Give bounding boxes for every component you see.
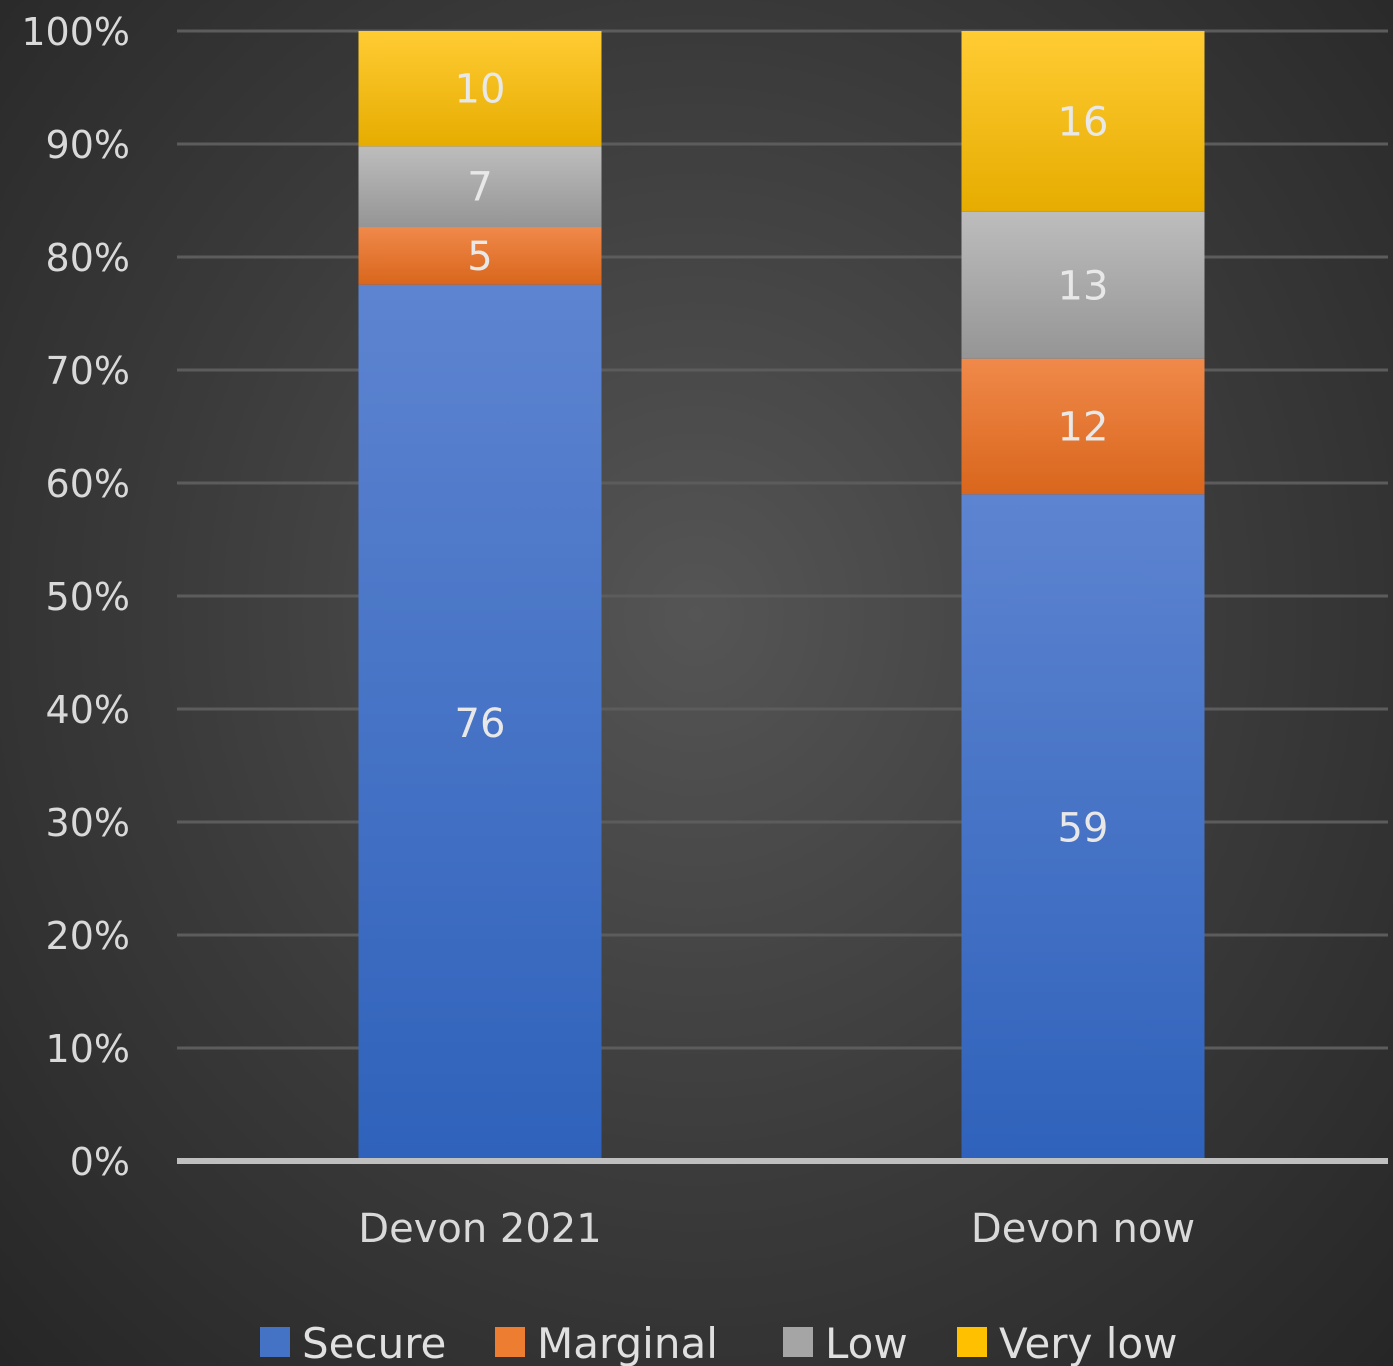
legend-label-low: Low [825,1319,908,1366]
data-label: 76 [455,701,506,747]
legend-label-very-low: Very low [999,1319,1178,1366]
y-tick-label: 0% [70,1140,130,1184]
data-label: 12 [1058,405,1109,451]
legend-swatch-very-low [957,1327,987,1357]
x-axis: Devon 2021 Devon now [177,1158,1388,1252]
bar-low [358,146,602,228]
y-tick-label: 90% [46,123,130,167]
x-category-label: Devon 2021 [358,1206,601,1252]
bar-very-low [358,31,602,147]
bars [358,31,1205,1161]
bar-secure [961,494,1205,1161]
legend-swatch-marginal [495,1327,525,1357]
data-label: 13 [1058,263,1109,309]
y-tick-label: 30% [46,801,130,845]
bar-very-low [961,31,1205,212]
legend: Secure Marginal Low Very low [260,1319,1178,1366]
data-label: 16 [1058,99,1109,145]
bar-low [961,211,1205,359]
legend-swatch-secure [260,1327,290,1357]
bar-secure [358,284,602,1161]
data-label: 5 [467,234,492,280]
y-tick-label: 70% [46,349,130,393]
y-tick-label: 50% [46,575,130,619]
data-label: 59 [1058,806,1109,852]
y-tick-label: 10% [46,1027,130,1071]
y-tick-label: 80% [46,236,130,280]
y-tick-label: 100% [21,10,130,54]
y-axis: 0% 10% 20% 30% 40% 50% 60% 70% 80% 90% 100% [21,10,130,1184]
y-tick-label: 20% [46,914,130,958]
x-category-label: Devon now [971,1206,1195,1252]
bar-marginal [358,227,602,285]
data-label: 7 [467,165,492,211]
legend-label-marginal: Marginal [537,1319,718,1366]
data-label: 10 [455,67,506,113]
data-labels: 76 5 7 10 59 12 13 16 [455,67,1109,852]
y-tick-label: 60% [46,462,130,506]
legend-label-secure: Secure [302,1319,446,1366]
legend-swatch-low [783,1327,813,1357]
bar-marginal [961,358,1205,495]
y-tick-label: 40% [46,688,130,732]
